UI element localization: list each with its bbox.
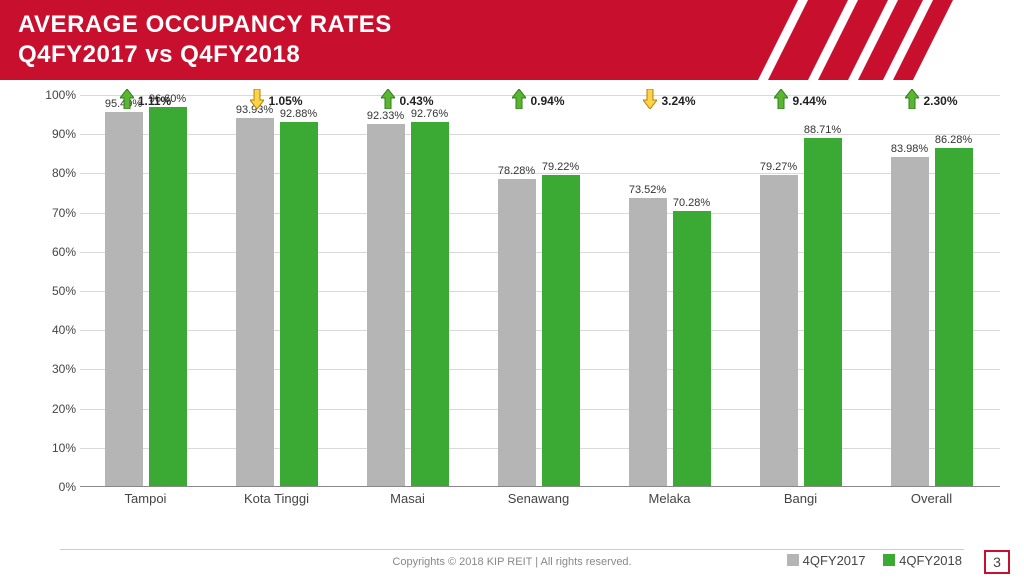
arrow-up-icon [120,89,134,112]
category-label: Tampoi [80,491,211,506]
bar-4QFY2017 [891,157,929,486]
grid-line [80,252,1000,253]
change-indicator: 1.05% [211,89,342,112]
legend-label-2017: 4QFY2017 [803,553,866,568]
change-value: 1.11% [138,94,171,108]
y-tick-label: 60% [52,245,76,259]
bar-4QFY2017 [105,112,143,486]
title-line-1: AVERAGE OCCUPANCY RATES [18,10,722,40]
category-label: Kota Tinggi [211,491,342,506]
grid-line [80,409,1000,410]
change-indicator: 0.43% [342,89,473,112]
grid-line [80,369,1000,370]
bar-value-label: 70.28% [664,197,720,209]
bar-value-label: 73.52% [620,184,676,196]
y-tick-label: 0% [59,480,76,494]
legend: 4QFY2017 4QFY2018 [773,553,962,568]
category-label: Bangi [735,491,866,506]
y-tick-label: 40% [52,323,76,337]
arrow-up-icon [512,89,526,112]
change-value: 2.30% [923,94,957,108]
title-line-2: Q4FY2017 vs Q4FY2018 [18,40,722,70]
legend-swatch-2018 [883,554,895,566]
page-number: 3 [984,550,1010,574]
change-indicator: 1.11% [80,89,211,112]
arrow-down-icon [250,89,264,112]
change-value: 0.43% [399,94,433,108]
change-value: 3.24% [661,94,695,108]
title-bar: AVERAGE OCCUPANCY RATES Q4FY2017 vs Q4FY… [0,0,740,80]
y-tick-label: 20% [52,402,76,416]
grid-line [80,291,1000,292]
y-tick-label: 70% [52,206,76,220]
y-tick-label: 50% [52,284,76,298]
y-axis: 0%10%20%30%40%50%60%70%80%90%100% [32,95,76,487]
legend-label-2018: 4QFY2018 [899,553,962,568]
bar-4QFY2017 [236,118,274,486]
bar-value-label: 79.27% [751,161,807,173]
arrow-up-icon [381,89,395,112]
change-value: 9.44% [792,94,826,108]
bar-4QFY2018 [149,107,187,486]
bar-4QFY2017 [367,124,405,486]
grid-line [80,213,1000,214]
bar-4QFY2018 [542,175,580,486]
bar-4QFY2018 [280,122,318,486]
bar-4QFY2017 [629,198,667,486]
change-value: 1.05% [268,94,302,108]
change-indicator: 3.24% [604,89,735,112]
legend-swatch-2017 [787,554,799,566]
y-tick-label: 80% [52,166,76,180]
slide: { "title_line1": "AVERAGE OCCUPANCY RATE… [0,0,1024,582]
category-label: Masai [342,491,473,506]
bar-4QFY2018 [804,138,842,486]
y-tick-label: 100% [45,88,76,102]
change-value: 0.94% [530,94,564,108]
y-tick-label: 90% [52,127,76,141]
title-stripes-decoration [738,0,1024,80]
change-indicator: 9.44% [735,89,866,112]
grid-line [80,134,1000,135]
arrow-up-icon [774,89,788,112]
change-indicator: 2.30% [866,89,997,112]
change-indicator: 0.94% [473,89,604,112]
footer-rule [60,549,964,550]
grid-line [80,330,1000,331]
grid-line [80,448,1000,449]
bar-value-label: 86.28% [926,134,982,146]
bar-4QFY2018 [673,211,711,486]
occupancy-chart: 0%10%20%30%40%50%60%70%80%90%100% 95.49%… [80,95,1000,525]
bar-value-label: 79.22% [533,161,589,173]
bar-4QFY2018 [935,148,973,486]
bar-4QFY2018 [411,122,449,486]
category-label: Overall [866,491,997,506]
y-tick-label: 30% [52,362,76,376]
category-label: Senawang [473,491,604,506]
y-tick-label: 10% [52,441,76,455]
bar-value-label: 88.71% [795,124,851,136]
category-label: Melaka [604,491,735,506]
arrow-down-icon [643,89,657,112]
arrow-up-icon [905,89,919,112]
bar-4QFY2017 [498,179,536,486]
bar-4QFY2017 [760,175,798,486]
plot-region: 95.49%96.60%93.93%92.88%92.33%92.76%78.2… [80,95,1000,487]
